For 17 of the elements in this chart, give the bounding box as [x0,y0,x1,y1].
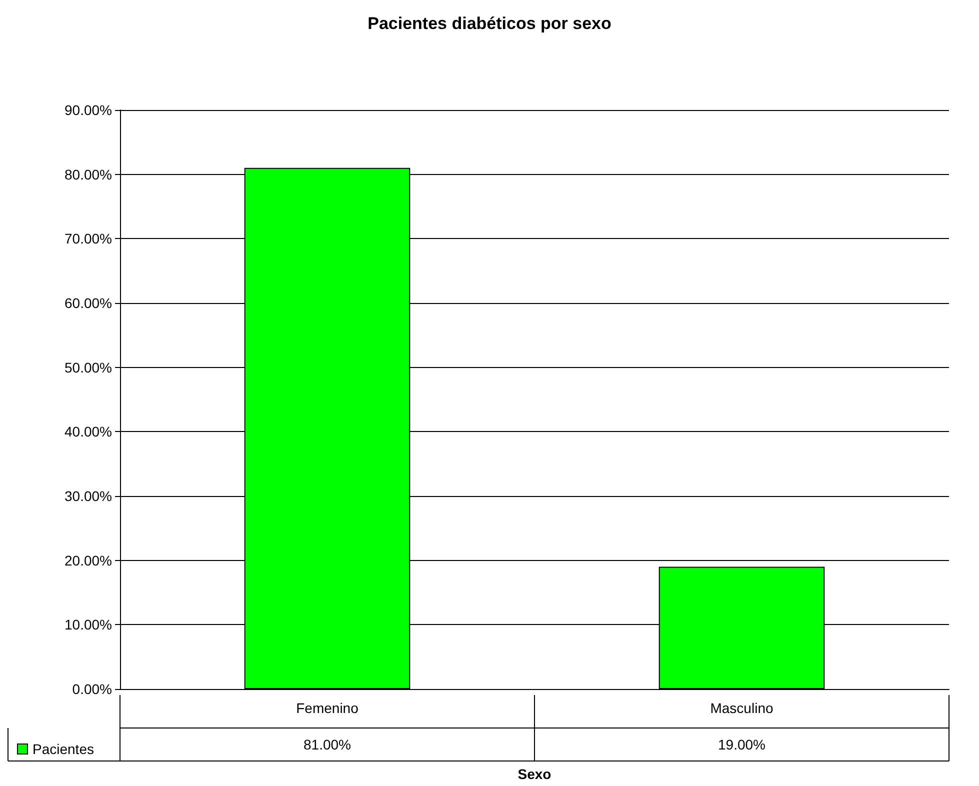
y-tick-label: 90.00% [64,102,112,118]
data-label: 81.00% [304,736,351,752]
chart-title: Pacientes diabéticos por sexo [368,14,612,33]
y-tick-label: 40.00% [64,424,112,440]
x-tick-label: Masculino [710,700,774,716]
legend-label: Pacientes [32,741,94,757]
y-tick-label: 70.00% [64,230,112,247]
y-tick-label: 80.00% [64,166,112,182]
x-axis-title: Sexo [518,766,552,782]
y-tick-label: 10.00% [64,616,112,633]
data-label: 19.00% [718,736,766,752]
x-tick-label: Femenino [296,700,359,716]
y-tick-label: 20.00% [64,552,112,568]
y-tick-label: 0.00% [72,681,112,697]
y-tick-label: 60.00% [64,295,112,311]
y-tick-label: 30.00% [64,488,112,504]
y-tick-label: 50.00% [64,359,112,376]
